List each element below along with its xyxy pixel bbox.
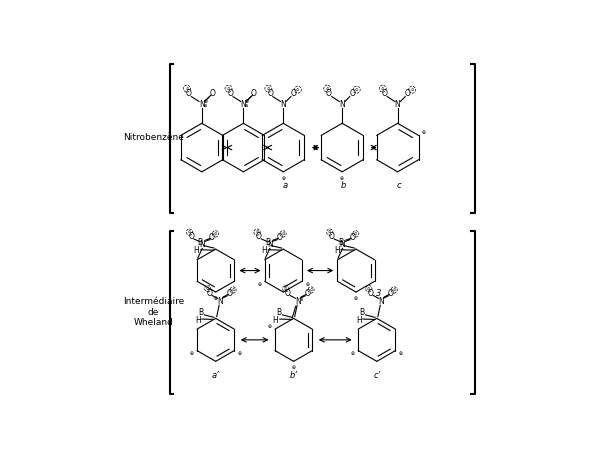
- Text: B: B: [277, 308, 281, 317]
- Text: O: O: [405, 90, 411, 99]
- Text: O: O: [382, 90, 388, 99]
- Text: ⊙: ⊙: [381, 87, 385, 90]
- Text: ⊙: ⊙: [354, 232, 358, 236]
- Text: 3: 3: [376, 288, 381, 297]
- Text: O: O: [350, 90, 355, 99]
- Text: N: N: [378, 297, 384, 306]
- Text: Intermédiaire
de
Wheland: Intermédiaire de Wheland: [122, 297, 184, 327]
- Text: O: O: [388, 289, 394, 298]
- Text: N: N: [395, 100, 400, 109]
- Text: a’: a’: [212, 371, 220, 380]
- Text: ⊕: ⊕: [299, 298, 303, 302]
- Text: N: N: [241, 100, 246, 109]
- Text: ⊕: ⊕: [351, 351, 355, 356]
- Text: N: N: [295, 297, 301, 306]
- Text: H: H: [356, 315, 362, 324]
- Text: N: N: [199, 100, 205, 109]
- Text: b: b: [341, 181, 347, 190]
- Text: ⊕: ⊕: [214, 296, 218, 301]
- Text: ⊕: ⊕: [245, 99, 249, 104]
- Text: ⊙: ⊙: [188, 230, 191, 234]
- Text: ⊙: ⊙: [367, 287, 371, 291]
- Text: ⊙: ⊙: [328, 230, 332, 234]
- Text: ⊙: ⊙: [284, 287, 287, 291]
- Text: O: O: [186, 90, 191, 99]
- Text: O: O: [326, 90, 332, 99]
- Text: ⊕: ⊕: [190, 351, 194, 356]
- Text: ⊙: ⊙: [392, 288, 396, 292]
- Text: ⊕: ⊕: [245, 104, 248, 108]
- Text: ⊙: ⊙: [255, 230, 259, 234]
- Text: b’: b’: [290, 371, 298, 380]
- Text: N: N: [340, 240, 346, 249]
- Text: ⊙: ⊙: [410, 88, 414, 92]
- Text: O: O: [305, 289, 310, 298]
- Text: O: O: [267, 90, 273, 99]
- Text: O: O: [188, 232, 194, 241]
- Text: O: O: [291, 90, 296, 99]
- Text: O: O: [349, 233, 355, 242]
- Text: H: H: [195, 315, 200, 324]
- Text: ⊙: ⊙: [231, 288, 235, 292]
- Text: O: O: [277, 233, 283, 242]
- Text: O: O: [256, 232, 262, 241]
- Text: ⊙: ⊙: [355, 88, 358, 92]
- Text: ⊙: ⊙: [214, 232, 217, 236]
- Text: ⊕: ⊕: [203, 104, 207, 108]
- Text: H: H: [334, 246, 340, 255]
- Text: ⊕: ⊕: [257, 282, 262, 287]
- Text: B: B: [359, 308, 365, 317]
- Text: N: N: [217, 297, 223, 306]
- Text: B: B: [197, 238, 203, 248]
- Text: ⊙: ⊙: [266, 87, 270, 90]
- Text: O: O: [368, 288, 374, 297]
- Text: ⊙: ⊙: [326, 87, 329, 90]
- Text: ⊕: ⊕: [281, 176, 286, 180]
- Text: B: B: [199, 308, 203, 317]
- Text: O: O: [329, 232, 334, 241]
- Text: ⊙: ⊙: [309, 288, 313, 292]
- Text: ⊕: ⊕: [203, 99, 208, 104]
- Text: O: O: [227, 90, 233, 99]
- Text: B: B: [338, 238, 343, 248]
- Text: O: O: [284, 288, 290, 297]
- Text: ⊙: ⊙: [296, 88, 299, 92]
- Text: O: O: [206, 288, 212, 297]
- Text: N: N: [280, 100, 286, 109]
- Text: c: c: [397, 181, 401, 190]
- Text: O: O: [209, 90, 215, 99]
- Text: ⊕: ⊕: [354, 296, 358, 301]
- Text: ⊕: ⊕: [292, 365, 296, 370]
- Text: ⊙: ⊙: [206, 287, 209, 291]
- Text: ⊙: ⊙: [185, 87, 188, 90]
- Text: N: N: [339, 100, 345, 109]
- Text: O: O: [209, 233, 215, 242]
- Text: ⊕: ⊕: [268, 324, 272, 328]
- Text: ⊕: ⊕: [238, 351, 242, 356]
- Text: ⊕: ⊕: [399, 351, 403, 356]
- Text: O: O: [251, 90, 257, 99]
- Text: N: N: [267, 240, 273, 249]
- Text: ⊕: ⊕: [340, 176, 344, 180]
- Text: H: H: [262, 246, 267, 255]
- Text: ⊕: ⊕: [422, 130, 426, 135]
- Text: a: a: [283, 181, 287, 190]
- Text: c’: c’: [373, 371, 380, 380]
- Text: O: O: [227, 289, 232, 298]
- Text: ⊙: ⊙: [227, 87, 230, 90]
- Text: ⊕: ⊕: [305, 282, 310, 287]
- Text: ⊙: ⊙: [281, 232, 285, 236]
- Text: N: N: [199, 240, 205, 249]
- Text: H: H: [194, 246, 199, 255]
- Text: Nitrobenzène: Nitrobenzène: [123, 133, 184, 142]
- Text: B: B: [265, 238, 270, 248]
- Text: H: H: [273, 315, 278, 324]
